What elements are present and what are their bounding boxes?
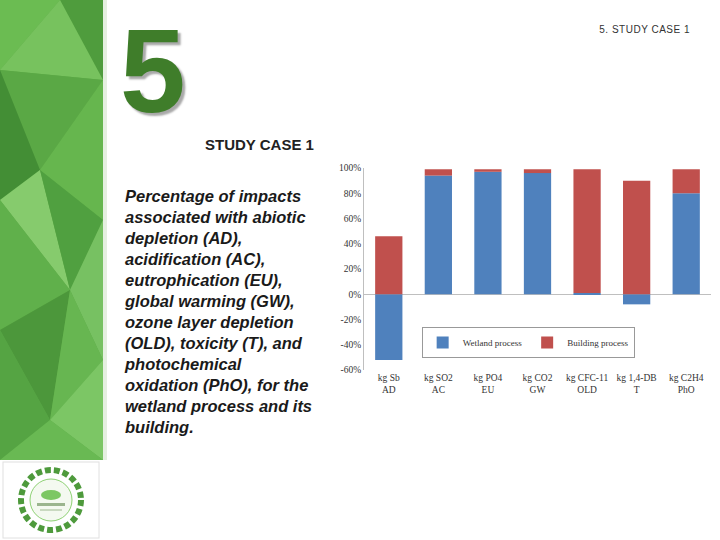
svg-text:kg 1,4-DBT: kg 1,4-DBT xyxy=(617,373,657,395)
svg-text:0%: 0% xyxy=(348,290,361,300)
html-text:5: 5 xyxy=(120,5,186,137)
svg-text:kg SO2AC: kg SO2AC xyxy=(424,373,453,395)
html-text:ozone layer depletion: ozone layer depletion xyxy=(125,313,294,331)
html-text:associated with abiotic: associated with abiotic xyxy=(125,208,306,226)
html-text:wetland process and its: wetland process and its xyxy=(125,397,313,415)
svg-text:kg SbAD: kg SbAD xyxy=(378,373,400,395)
html-text:depletion (AD),: depletion (AD), xyxy=(125,229,243,247)
svg-text:20%: 20% xyxy=(344,264,362,274)
svg-text:Wetland process: Wetland process xyxy=(463,338,523,348)
svg-text:kg PO4EU: kg PO4EU xyxy=(474,373,503,395)
html-text:Percentage of impacts: Percentage of impacts xyxy=(125,187,302,205)
html-text:oxidation (PhO), for the: oxidation (PhO), for the xyxy=(125,376,309,394)
svg-text:-40%: -40% xyxy=(341,340,362,350)
html-text:(OLD), toxicity (T), and: (OLD), toxicity (T), and xyxy=(125,334,302,352)
html-text:building.: building. xyxy=(125,418,194,436)
svg-text:kg CFC-11OLD: kg CFC-11OLD xyxy=(566,373,608,395)
svg-text:80%: 80% xyxy=(344,189,362,199)
html-text:eutrophication (EU),: eutrophication (EU), xyxy=(125,271,283,289)
svg-text:Building process: Building process xyxy=(567,338,628,348)
svg-text:kg C2H4PhO: kg C2H4PhO xyxy=(669,373,704,395)
svg-text:100%: 100% xyxy=(339,163,361,173)
html-text:STUDY CASE 1: STUDY CASE 1 xyxy=(205,136,314,153)
svg-text:-20%: -20% xyxy=(341,315,362,325)
svg-text:60%: 60% xyxy=(344,214,362,224)
html-text:acidification (AC),: acidification (AC), xyxy=(125,250,266,268)
html-text:5. STUDY CASE 1: 5. STUDY CASE 1 xyxy=(599,24,690,35)
svg-text:-60%: -60% xyxy=(341,365,362,375)
svg-text:40%: 40% xyxy=(344,239,362,249)
svg-text:kg CO2GW: kg CO2GW xyxy=(523,373,553,395)
html-text:photochemical: photochemical xyxy=(125,355,242,373)
html-text:global warming (GW),: global warming (GW), xyxy=(125,292,295,310)
